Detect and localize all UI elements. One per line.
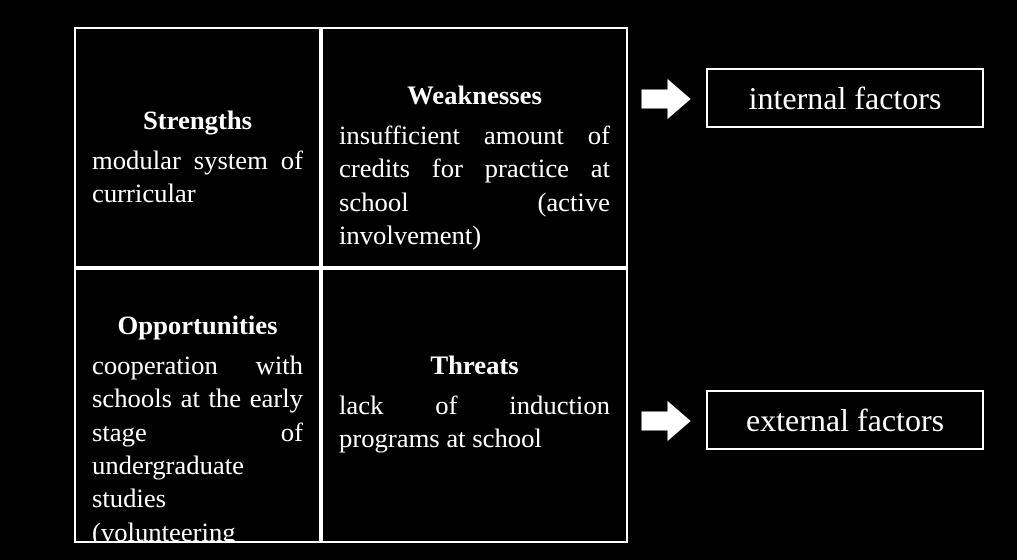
swot-body-opportunities: cooperation with schools at the early st… xyxy=(92,349,303,543)
swot-heading-threats: Threats xyxy=(339,350,610,381)
swot-cell-threats: Threats lack of induction programs at sc… xyxy=(321,268,628,543)
swot-cell-weaknesses: Weaknesses insufficient amount of credit… xyxy=(321,27,628,268)
arrow-right-icon xyxy=(640,400,692,442)
factor-box-internal: internal factors xyxy=(706,68,984,128)
factor-label-internal: internal factors xyxy=(749,80,942,117)
swot-cell-opportunities: Opportunities cooperation with schools a… xyxy=(74,268,321,543)
arrow-right-icon xyxy=(640,78,692,120)
swot-body-threats: lack of induction programs at school xyxy=(339,389,610,456)
swot-cell-strengths: Strengths modular system of curricular xyxy=(74,27,321,268)
diagram-canvas: { "canvas": { "width": 1017, "height": 5… xyxy=(0,0,1017,560)
swot-body-strengths: modular system of curricular xyxy=(92,144,303,211)
factor-box-external: external factors xyxy=(706,390,984,450)
factor-label-external: external factors xyxy=(746,402,944,439)
swot-heading-weaknesses: Weaknesses xyxy=(339,80,610,111)
swot-heading-strengths: Strengths xyxy=(92,105,303,136)
swot-body-weaknesses: insufficient amount of credits for pract… xyxy=(339,119,610,252)
swot-heading-opportunities: Opportunities xyxy=(92,310,303,341)
